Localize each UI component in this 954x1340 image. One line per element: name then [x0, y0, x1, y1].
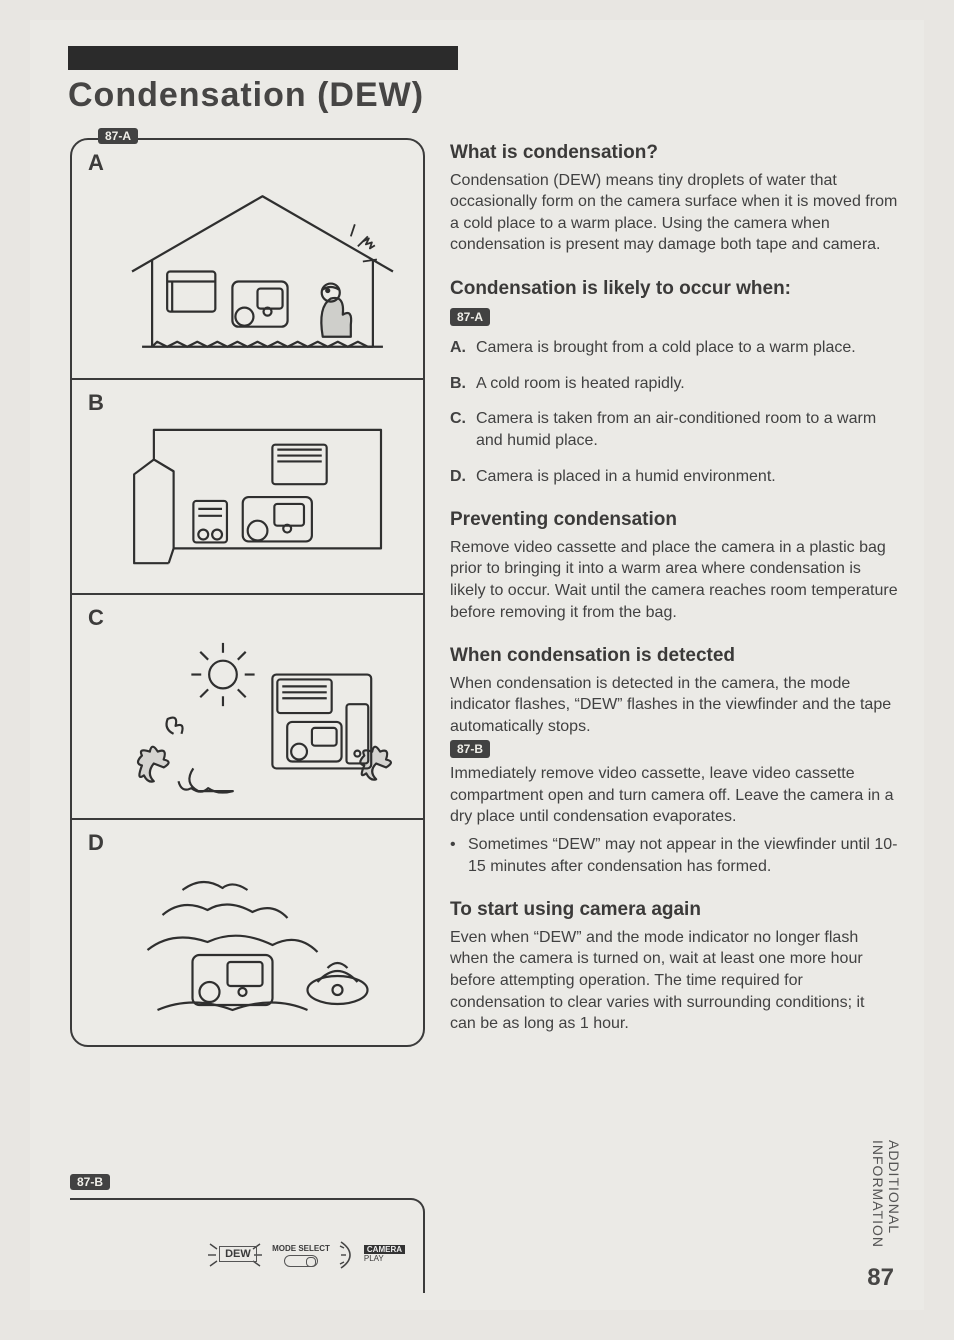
section-preventing: Preventing condensation Remove video cas…: [450, 507, 900, 623]
panel-label: A: [88, 150, 411, 176]
dew-label: DEW: [219, 1246, 257, 1262]
item-text: Camera is brought from a cold place to a…: [476, 337, 856, 359]
bracket-icon: [338, 1240, 356, 1270]
heading-preventing: Preventing condensation: [450, 507, 900, 533]
heading-detected: When condensation is detected: [450, 643, 900, 669]
section-detected: When condensation is detected When conde…: [450, 643, 900, 877]
list-item: A. Camera is brought from a cold place t…: [450, 337, 900, 359]
item-label: C.: [450, 408, 476, 451]
text-content: What is condensation? Condensation (DEW)…: [450, 140, 900, 1055]
item-text: Camera is taken from an air-conditioned …: [476, 408, 900, 451]
panel-d: D: [72, 820, 423, 1045]
page-number: 87: [867, 1264, 894, 1292]
play-label: PLAY: [364, 1255, 405, 1264]
sketch-humid-env: [122, 860, 403, 1030]
item-label: B.: [450, 373, 476, 395]
list-item: D. Camera is placed in a humid environme…: [450, 466, 900, 488]
viewfinder-panel: DEW MODE SELECT CAMERA PLAY: [70, 1198, 425, 1293]
camera-label: CAMERA: [364, 1245, 405, 1254]
sketch-cold-to-warm: [122, 180, 403, 363]
heading-what: What is condensation?: [450, 140, 900, 166]
inline-tag-87a: 87-A: [450, 308, 490, 326]
figure-tag-87b: 87-B: [70, 1174, 110, 1190]
heading-restart: To start using camera again: [450, 897, 900, 923]
panel-label: D: [88, 830, 411, 856]
body-preventing: Remove video cassette and place the came…: [450, 537, 900, 623]
panel-label: B: [88, 390, 411, 416]
mode-select-switch: MODE SELECT: [272, 1244, 330, 1267]
body-detected-2: Immediately remove video cassette, leave…: [450, 763, 900, 828]
switch-icon: [284, 1255, 318, 1267]
page-title: Condensation (DEW): [68, 76, 424, 115]
illustration-panels: A: [70, 138, 425, 1047]
body-restart: Even when “DEW” and the mode indicator n…: [450, 927, 900, 1035]
panel-label: C: [88, 605, 411, 631]
item-text: A cold room is heated rapidly.: [476, 373, 685, 395]
sketch-heated-room: [122, 420, 403, 578]
bullet-dot: •: [450, 834, 468, 877]
bullet-text: Sometimes “DEW” may not appear in the vi…: [468, 834, 900, 877]
panel-c: C: [72, 595, 423, 820]
list-item: B. A cold room is heated rapidly.: [450, 373, 900, 395]
item-label: D.: [450, 466, 476, 488]
item-text: Camera is placed in a humid environment.: [476, 466, 776, 488]
heading-likely: Condensation is likely to occur when:: [450, 276, 900, 302]
body-what: Condensation (DEW) means tiny droplets o…: [450, 170, 900, 256]
sketch-ac-to-humid: [122, 635, 403, 803]
mode-select-label: MODE SELECT: [272, 1244, 330, 1253]
list-item: C. Camera is taken from an air-condition…: [450, 408, 900, 451]
header-strip: [68, 46, 458, 70]
camera-play-labels: CAMERA PLAY: [364, 1246, 405, 1264]
panel-b: B: [72, 380, 423, 595]
panel-a: A: [72, 140, 423, 380]
bullet-item: • Sometimes “DEW” may not appear in the …: [450, 834, 900, 877]
inline-tag-87b: 87-B: [450, 740, 490, 758]
item-label: A.: [450, 337, 476, 359]
manual-page: Condensation (DEW) 87-A A: [30, 20, 924, 1310]
body-detected-1: When condensation is detected in the cam…: [450, 673, 900, 738]
section-restart: To start using camera again Even when “D…: [450, 897, 900, 1035]
section-what: What is condensation? Condensation (DEW)…: [450, 140, 900, 256]
figure-tag-87a: 87-A: [98, 128, 138, 144]
dew-indicator: DEW: [206, 1238, 264, 1272]
section-likely: Condensation is likely to occur when: 87…: [450, 276, 900, 487]
